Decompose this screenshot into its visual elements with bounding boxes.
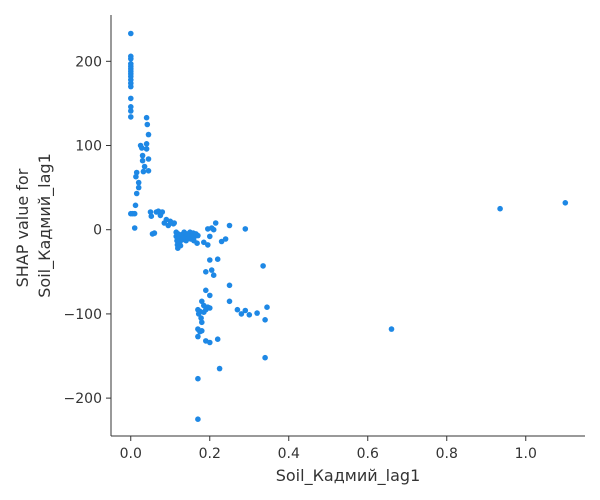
data-point bbox=[133, 173, 139, 180]
data-point bbox=[207, 339, 213, 346]
data-point bbox=[144, 121, 151, 128]
x-axis-ticks: 0.0 0.2 0.4 0.6 0.8 1.0 bbox=[120, 436, 537, 462]
data-point bbox=[210, 226, 217, 233]
data-point bbox=[199, 298, 205, 305]
data-point bbox=[159, 209, 166, 215]
data-point bbox=[148, 213, 155, 219]
data-point bbox=[242, 307, 249, 314]
data-point bbox=[238, 311, 245, 317]
data-point bbox=[139, 145, 145, 151]
data-point bbox=[151, 230, 158, 236]
data-point bbox=[207, 257, 213, 263]
data-point bbox=[222, 236, 229, 242]
data-point bbox=[226, 222, 233, 229]
data-point bbox=[208, 267, 215, 273]
data-point bbox=[214, 336, 221, 343]
data-point bbox=[139, 157, 146, 164]
data-point bbox=[195, 333, 201, 340]
data-point bbox=[133, 169, 140, 176]
data-point bbox=[128, 30, 134, 37]
data-point bbox=[201, 239, 207, 246]
data-point bbox=[199, 319, 205, 326]
data-point bbox=[262, 354, 268, 361]
data-point bbox=[195, 416, 201, 423]
x-tick-label: 0.4 bbox=[278, 446, 300, 462]
data-point bbox=[226, 282, 233, 289]
data-point bbox=[135, 184, 142, 191]
data-point bbox=[242, 226, 249, 232]
data-point bbox=[139, 152, 146, 159]
x-tick-label: 1.0 bbox=[515, 446, 537, 462]
data-point bbox=[194, 240, 200, 246]
data-point bbox=[195, 375, 201, 382]
data-point bbox=[128, 56, 134, 62]
data-point bbox=[203, 269, 209, 275]
data-point bbox=[128, 95, 134, 102]
data-point bbox=[145, 131, 152, 138]
data-point bbox=[207, 305, 213, 311]
data-point bbox=[254, 310, 260, 316]
data-point bbox=[143, 141, 150, 147]
data-point bbox=[131, 225, 138, 231]
y-axis-label-line-1: SHAP value for bbox=[13, 168, 32, 287]
data-point bbox=[264, 304, 270, 311]
data-point bbox=[246, 312, 253, 318]
data-point bbox=[262, 317, 268, 323]
data-point bbox=[133, 190, 140, 197]
data-point bbox=[131, 210, 138, 217]
data-point bbox=[140, 168, 147, 175]
data-point bbox=[143, 114, 150, 121]
data-point bbox=[143, 146, 150, 152]
data-point bbox=[195, 232, 201, 239]
y-tick-label: −100 bbox=[64, 307, 102, 323]
x-tick-label: 0.2 bbox=[199, 446, 221, 462]
y-axis-ticks: −200 −100 0 100 200 bbox=[64, 54, 111, 407]
x-axis-label: Soil_Кадмий_lag1 bbox=[276, 466, 421, 486]
data-point bbox=[214, 256, 221, 263]
data-point bbox=[147, 209, 154, 215]
x-tick-label: 0.8 bbox=[436, 446, 458, 462]
data-point bbox=[128, 108, 134, 114]
y-tick-label: 100 bbox=[75, 139, 102, 155]
data-point bbox=[210, 272, 217, 279]
data-point bbox=[198, 315, 204, 321]
data-point bbox=[128, 83, 134, 90]
data-point bbox=[226, 298, 233, 305]
data-point bbox=[203, 287, 209, 294]
data-point bbox=[132, 202, 139, 209]
x-tick-label: 0.6 bbox=[357, 446, 379, 462]
data-point bbox=[170, 221, 177, 227]
data-point bbox=[216, 365, 223, 372]
data-point bbox=[128, 104, 134, 110]
y-tick-label: 0 bbox=[93, 223, 102, 239]
data-point bbox=[260, 263, 266, 269]
data-point bbox=[128, 114, 134, 120]
y-axis-label-line-2: Soil_Кадмий_lag1 bbox=[35, 153, 55, 298]
data-point bbox=[234, 306, 241, 313]
data-point bbox=[212, 220, 219, 226]
data-point bbox=[207, 233, 213, 240]
data-point bbox=[388, 326, 395, 332]
x-tick-label: 0.0 bbox=[120, 446, 142, 462]
data-points bbox=[128, 30, 569, 423]
data-point bbox=[145, 156, 152, 162]
y-tick-label: 200 bbox=[75, 54, 102, 70]
data-point bbox=[177, 242, 184, 249]
data-point bbox=[141, 163, 148, 170]
y-axis-label: SHAP value for Soil_Кадмий_lag1 bbox=[13, 153, 55, 298]
data-point bbox=[497, 205, 503, 212]
y-tick-label: −200 bbox=[64, 391, 102, 407]
data-point bbox=[562, 200, 569, 206]
data-point bbox=[199, 328, 205, 334]
data-point bbox=[135, 179, 142, 186]
data-point bbox=[145, 168, 152, 174]
data-point bbox=[205, 242, 211, 248]
data-point bbox=[207, 292, 213, 299]
data-point bbox=[218, 238, 225, 245]
